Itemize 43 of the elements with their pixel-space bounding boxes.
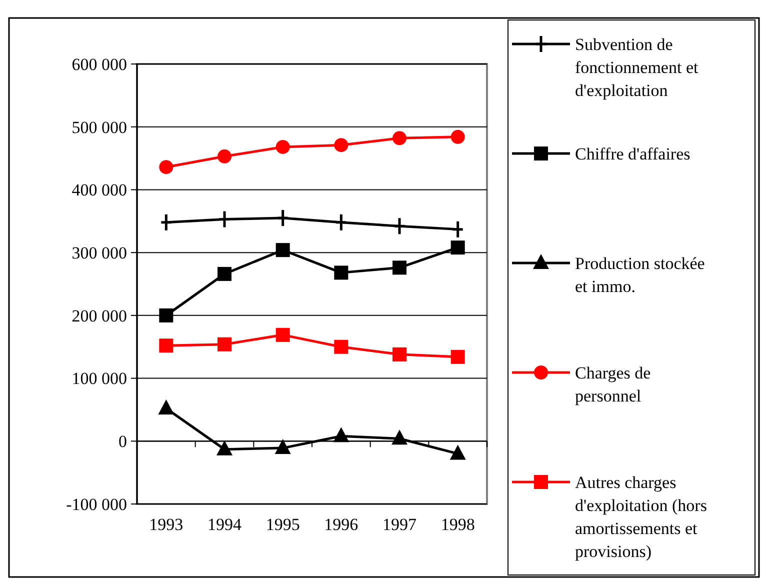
point — [450, 130, 465, 144]
point — [392, 260, 406, 275]
point — [276, 328, 290, 342]
point — [159, 308, 174, 322]
point — [392, 131, 406, 146]
legend-label: Chiffre d'affaires — [575, 144, 690, 164]
x-tick-label: 1997 — [382, 515, 417, 534]
point — [218, 266, 232, 281]
y-tick-label: 0 — [118, 432, 127, 452]
point — [218, 337, 232, 352]
point — [159, 338, 174, 353]
point — [334, 138, 348, 152]
point — [218, 149, 232, 164]
legend-label: Subvention de fonctionnement et d'exploitation — [575, 34, 698, 100]
point — [158, 399, 174, 414]
point — [334, 266, 348, 280]
y-tick-label: 600 000 — [72, 54, 127, 74]
legend-label: Charges de personnel — [575, 363, 651, 406]
x-tick-label: 1994 — [208, 515, 242, 534]
x-tick-label: 1995 — [266, 515, 300, 534]
y-tick-label: 500 000 — [72, 118, 127, 137]
x-tick-label: 1996 — [324, 515, 358, 534]
point — [392, 430, 408, 445]
point — [276, 243, 290, 258]
point — [333, 427, 350, 442]
point — [450, 240, 465, 255]
point — [276, 140, 290, 154]
point — [159, 160, 174, 174]
legend-label: Production stockée et immo. — [575, 254, 705, 296]
point — [450, 350, 465, 364]
point — [274, 439, 291, 454]
x-tick-label: 1993 — [149, 515, 184, 534]
y-tick-label: 200 000 — [72, 306, 127, 326]
y-tick-label: 100 000 — [72, 369, 127, 388]
legend-label: Autres charges d'exploitation (hors amortissements et provisions) — [575, 472, 707, 561]
point — [450, 444, 466, 460]
x-tick-label: 1998 — [440, 515, 475, 534]
point — [392, 347, 406, 362]
y-tick-label: 300 000 — [72, 244, 127, 263]
y-tick-label: 400 000 — [72, 180, 127, 200]
point — [334, 340, 348, 354]
y-tick-label: -100 000 — [66, 494, 127, 514]
point — [216, 440, 232, 456]
